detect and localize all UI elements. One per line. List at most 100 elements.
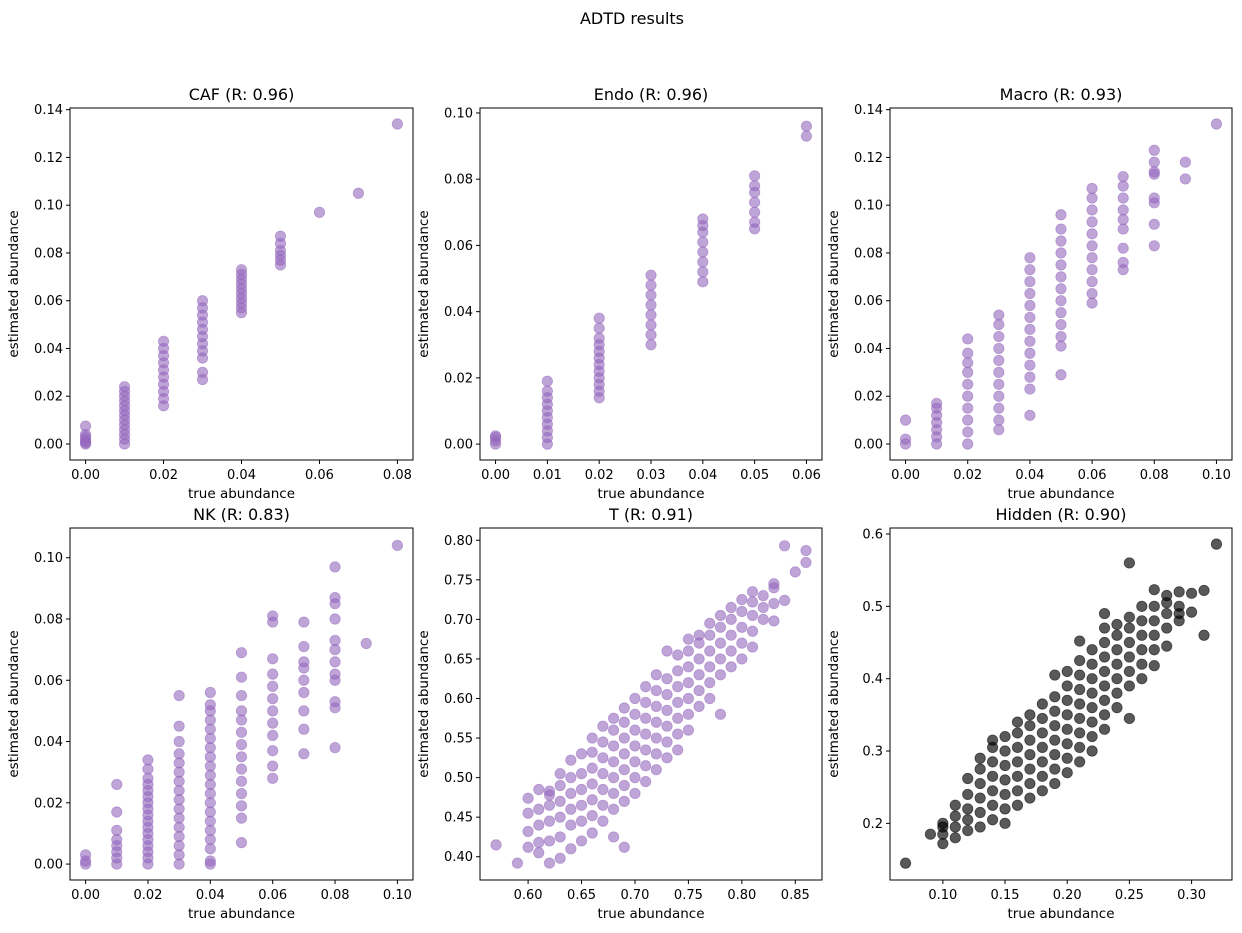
scatter-point [949,821,961,833]
scatter-point [1185,606,1198,618]
x-axis-label: true abundance [188,486,295,502]
subplot-title: T (R: 0.91) [608,505,693,524]
scatter-point [267,745,279,757]
subplot-title: Endo (R: 0.96) [594,85,709,104]
scatter-point [173,689,185,702]
scatter-point [1117,213,1129,226]
scatter-point [1036,698,1048,710]
y-tick-label: 0.08 [34,612,63,627]
y-tick-label: 0.40 [444,850,473,865]
axes-frame [889,527,1233,881]
scatter-point [1061,738,1073,750]
scatter-point [607,740,620,752]
scatter-point [1086,673,1098,685]
y-axis-label: estimated abundance [416,630,432,777]
scatter-point [1055,340,1067,352]
scatter-point [1086,687,1098,699]
scatter-point [533,803,545,815]
scatter-point [204,686,216,699]
scatter-point [235,763,248,775]
scatter-point [962,378,974,390]
scatter-point [1086,287,1098,300]
scatter-point [1061,680,1073,692]
scatter-point [1117,204,1129,216]
scatter-point [267,729,279,742]
scatter-point [993,378,1005,390]
x-tick-label: 0.25 [1115,888,1144,903]
scatter-point [672,728,684,740]
scatter-point [554,779,566,792]
scatter-point [986,814,999,826]
x-tick-label: 0.10 [383,888,412,903]
scatter-point [993,318,1005,331]
scatter-point [1024,264,1036,276]
scatter-point [1123,611,1136,623]
scatter-point [543,799,556,811]
scatter-point [697,213,709,225]
y-tick-label: 0.00 [444,438,473,453]
scatter-point [999,788,1011,801]
scatter-point [1049,691,1061,703]
scatter-point [629,787,641,800]
scatter-point [1061,752,1073,764]
scatter-point [999,774,1011,786]
y-axis-label: estimated abundance [826,630,842,777]
scatter-points [79,539,404,870]
scatter-point [1024,792,1036,804]
subplot-title: Macro (R: 0.93) [1000,85,1123,104]
y-tick-label: 0.06 [854,294,883,309]
scatter-point [962,788,974,801]
x-tick-label: 0.02 [585,468,614,483]
subplot-4: NK (R: 0.83) 0.00 0.02 0.04 0.06 0.08 0.10 0.00… [6,505,414,922]
scatter-point [1049,777,1061,790]
scatter-point [575,835,588,847]
y-tick-label: 0.10 [854,199,883,214]
scatter-point [1055,271,1067,283]
scatter-point [543,785,556,797]
scatter-point [1136,658,1148,670]
y-tick-label: 0.70 [444,613,473,628]
scatter-point [1024,276,1036,288]
scatter-point [993,424,1005,436]
scatter-point [329,613,341,625]
scatter-point [298,723,310,735]
scatter-point [298,656,310,668]
scatter-point [329,742,341,754]
x-tick-label: 0.03 [637,468,666,483]
scatter-point [1086,716,1098,728]
scatter-point [749,196,761,208]
y-axis-label: estimated abundance [416,210,432,357]
scatter-point [235,738,248,751]
scatter-point [1055,223,1067,235]
x-tick-label: 0.60 [514,888,543,903]
scatter-point [597,799,609,811]
subplot-5: T (R: 0.91) 0.60 0.65 0.70 0.75 0.80 0.85 0.40 0… [416,505,823,922]
scatter-point [736,593,748,606]
scatter-point [704,629,716,641]
scatter-point [962,803,974,815]
scatter-point [693,669,705,681]
y-tick-label: 0.10 [444,106,473,121]
scatter-point [746,609,759,622]
scatter-point [267,668,279,680]
scatter-point [1123,636,1136,649]
scatter-point [1148,240,1160,252]
scatter-point [329,634,341,647]
x-tick-label: 0.20 [1053,888,1082,903]
x-tick-label: 0.04 [196,888,225,903]
scatter-point [522,825,534,838]
scatter-point [565,843,577,855]
scatter-point [618,716,630,728]
y-tick-label: 0.55 [444,732,473,747]
scatter-point [543,857,556,869]
scatter-point [1024,359,1036,371]
scatter-point [173,720,185,732]
scatter-point [329,696,341,708]
y-tick-label: 0.06 [34,294,63,309]
scatter-point [1024,777,1036,790]
scatter-point [962,426,974,438]
scatter-point [629,692,641,705]
scatter-point [607,724,620,736]
scatter-point [1086,264,1098,276]
